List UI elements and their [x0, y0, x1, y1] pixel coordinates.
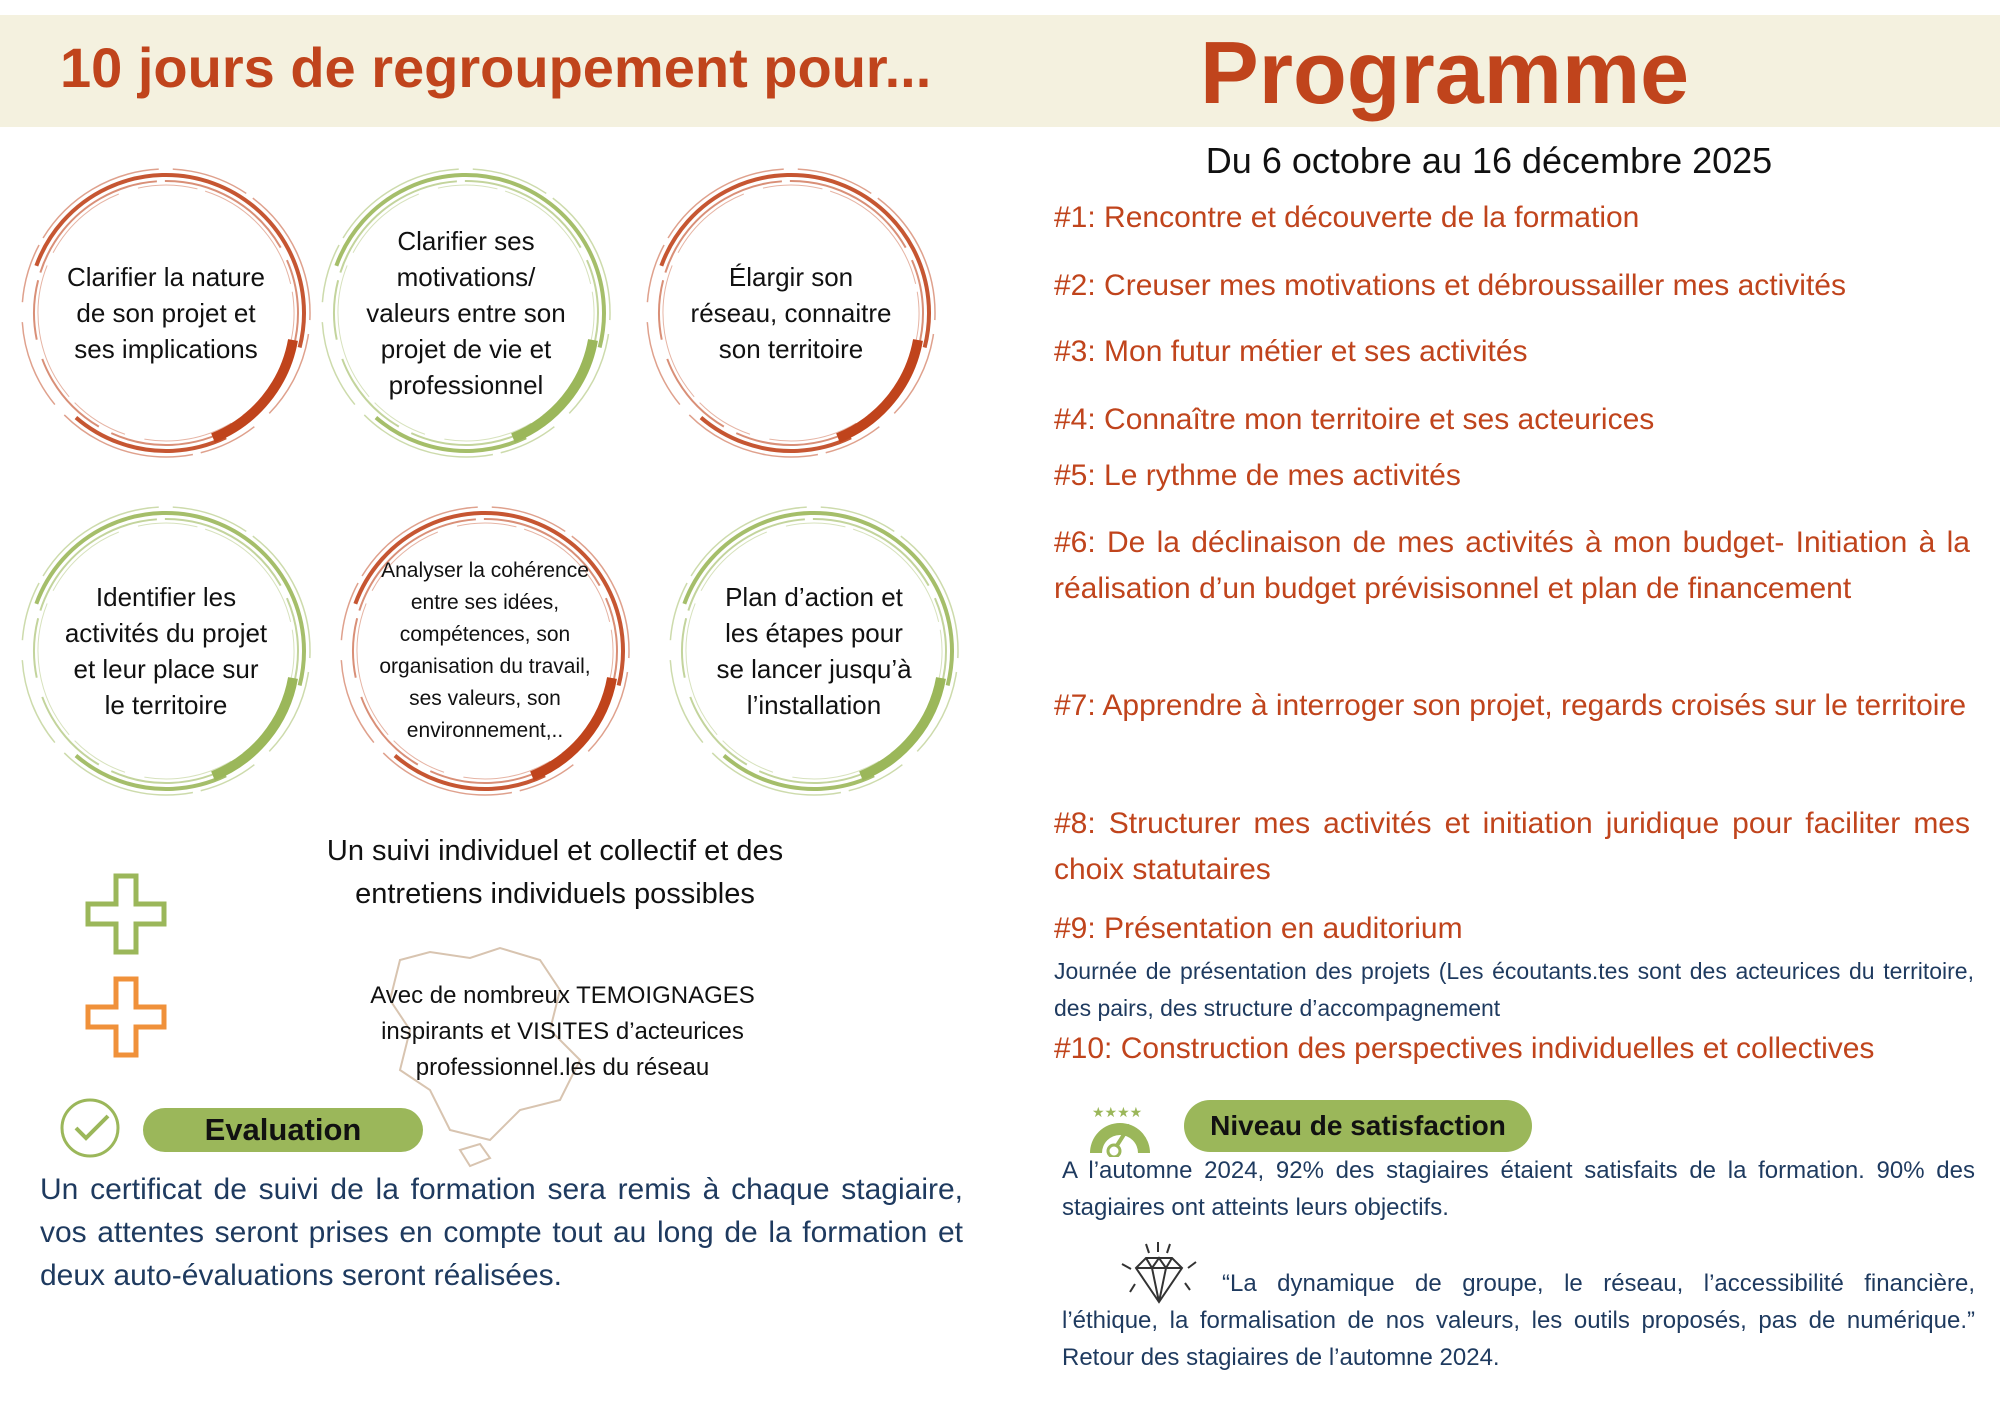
svg-text:★★★★: ★★★★: [1092, 1104, 1142, 1120]
ring-stroke: [669, 506, 959, 796]
evaluation-text: Un certificat de suivi de la formation s…: [40, 1173, 963, 1292]
programme-item: #8: Structurer mes activités et initiati…: [1054, 807, 1970, 886]
gauge-stars-icon: ★★★★: [1090, 1104, 1150, 1157]
ring-stroke: [646, 168, 936, 458]
ring-brush: [859, 677, 946, 781]
programme-item: #3: Mon futur métier et ses activités: [1054, 335, 1528, 368]
satisfaction-text: A l’automne 2024, 92% des stagiaires éta…: [1062, 1157, 1975, 1221]
testimonial-quote: “La dynamique de groupe, le réseau, l’ac…: [1062, 1270, 1975, 1371]
ring-stroke: [321, 168, 611, 458]
ring-brush: [530, 677, 617, 781]
programme-item: #6: De la déclinaison de mes activités à…: [1054, 526, 1970, 605]
plus-icon-orange: [85, 976, 167, 1058]
programme-title: Programme: [1200, 23, 1690, 122]
goal-circle: Plan d’action et les étapes pour se lanc…: [669, 506, 959, 796]
temoignages-text: Avec de nombreux TEMOIGNAGES inspirants …: [370, 982, 755, 1081]
map-outline-icon: [390, 946, 582, 1168]
left-title: 10 jours de regroupement pour...: [60, 36, 932, 99]
check-circle-icon: [60, 1098, 120, 1158]
header-band: [0, 15, 2000, 127]
goal-text: Élargir son réseau, connaitre son territ…: [690, 262, 892, 364]
plus-icon-green: [85, 873, 167, 955]
ring-stroke: [651, 173, 931, 453]
ring-brush: [836, 339, 923, 443]
goal-circle: Élargir son réseau, connaitre son territ…: [646, 168, 936, 458]
ring-stroke: [21, 506, 311, 796]
ring-brush: [511, 339, 598, 443]
programme-item-detail: Journée de présentation des projets (Les…: [1054, 958, 1974, 1021]
diamond-icon: [1121, 1242, 1197, 1304]
goal-text: Plan d’action et les étapes pour se lanc…: [716, 582, 912, 720]
goal-text: Analyser la cohérence entre ses idées, c…: [379, 559, 591, 742]
programme-item: #2: Creuser mes motivations et débroussa…: [1054, 269, 1846, 302]
programme-item: #9: Présentation en auditorium: [1054, 912, 1463, 945]
ring-brush: [211, 339, 298, 443]
suivi-text: Un suivi individuel et collectif et des …: [326, 835, 784, 910]
goal-circle: Analyser la cohérence entre ses idées, c…: [340, 506, 630, 796]
ring-stroke: [326, 173, 606, 453]
programme-dates: Du 6 octobre au 16 décembre 2025: [1205, 140, 1773, 181]
ring-stroke: [21, 168, 311, 458]
satisfaction-label: Niveau de satisfaction: [1184, 1100, 1532, 1152]
programme-item: #4: Connaître mon territoire et ses acte…: [1054, 403, 1655, 436]
ring-stroke: [26, 511, 306, 791]
programme-item: #5: Le rythme de mes activités: [1054, 459, 1461, 492]
ring-stroke: [345, 511, 625, 791]
goal-text: Clarifier la nature de son projet et ses…: [67, 262, 265, 364]
ring-stroke: [340, 506, 630, 796]
goal-circle: Clarifier la nature de son projet et ses…: [21, 168, 311, 458]
evaluation-label: Evaluation: [143, 1108, 423, 1152]
programme-item: #7: Apprendre à interroger son projet, r…: [1054, 689, 1967, 722]
ring-stroke: [674, 511, 954, 791]
programme-item: #1: Rencontre et découverte de la format…: [1054, 201, 1640, 234]
goal-text: Clarifier ses motivations/ valeurs entre…: [366, 226, 566, 400]
ring-brush: [211, 677, 298, 781]
goal-text: Identifier les activités du projet et le…: [64, 582, 268, 720]
goal-circle: Clarifier ses motivations/ valeurs entre…: [321, 168, 611, 458]
programme-item: #10: Construction des perspectives indiv…: [1054, 1032, 1875, 1065]
ring-stroke: [26, 173, 306, 453]
goal-circle: Identifier les activités du projet et le…: [21, 506, 311, 796]
